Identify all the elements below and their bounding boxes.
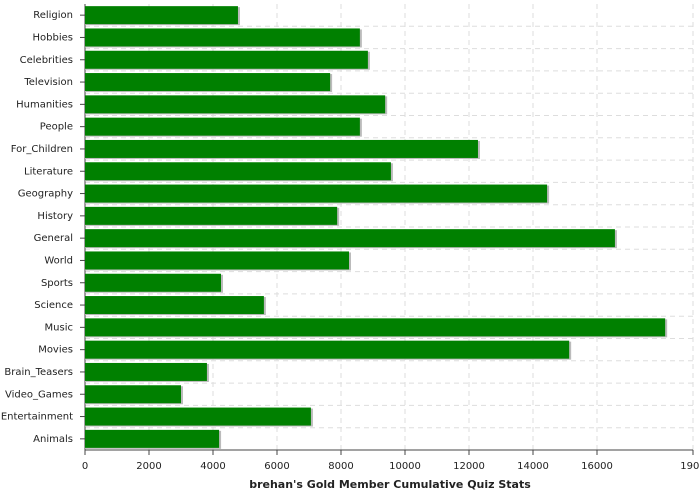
- bar: [85, 139, 478, 158]
- y-tick-label: People: [40, 122, 73, 133]
- y-tick-label: Sports: [41, 278, 73, 289]
- y-tick-label: History: [37, 211, 73, 222]
- bar: [85, 362, 207, 381]
- y-tick-label: Animals: [33, 434, 73, 445]
- bar: [85, 206, 338, 225]
- bar: [85, 296, 264, 315]
- bar: [85, 340, 570, 359]
- y-tick-label: Literature: [24, 166, 73, 177]
- x-tick-label: 6000: [264, 461, 289, 472]
- bar: [85, 429, 220, 448]
- y-tick-label: General: [34, 233, 73, 244]
- y-tick-label: Brain_Teasers: [4, 367, 73, 378]
- y-tick-label: Humanities: [16, 99, 73, 110]
- bar: [85, 95, 386, 114]
- bar: [85, 407, 311, 426]
- bar: [85, 6, 238, 25]
- y-tick-label: Movies: [38, 345, 73, 356]
- bar: [85, 162, 391, 181]
- y-tick-label: Celebrities: [20, 55, 73, 66]
- x-tick-label: 16000: [581, 461, 613, 472]
- bar: [85, 229, 615, 248]
- bar: [85, 318, 666, 337]
- bar: [85, 385, 181, 404]
- x-tick-label: 4000: [200, 461, 225, 472]
- x-tick-label: 8000: [328, 461, 353, 472]
- y-tick-label: Music: [45, 322, 73, 333]
- y-tick-label: Science: [34, 300, 73, 311]
- x-tick-label: 12000: [453, 461, 485, 472]
- x-tick-label: 10000: [389, 461, 421, 472]
- y-tick-label: Video_Games: [5, 389, 73, 400]
- bar: [85, 184, 548, 203]
- bar: [85, 273, 221, 292]
- bar: [85, 73, 331, 92]
- x-tick-label: 0: [82, 461, 88, 472]
- bar: [85, 50, 368, 69]
- y-tick-label: Hobbies: [33, 32, 73, 43]
- y-tick-label: World: [44, 255, 73, 266]
- y-tick-label: Television: [23, 77, 73, 88]
- x-tick-label: 14000: [517, 461, 549, 472]
- bar: [85, 117, 360, 136]
- y-tick-label: Geography: [18, 189, 73, 200]
- y-tick-label: Religion: [33, 10, 73, 21]
- bar: [85, 28, 360, 47]
- x-tick-label: 2000: [136, 461, 161, 472]
- x-tick-label: 1900: [680, 461, 700, 472]
- bar: [85, 251, 349, 270]
- y-tick-label: Entertainment: [1, 412, 73, 423]
- x-axis-label: brehan's Gold Member Cumulative Quiz Sta…: [249, 478, 531, 491]
- y-tick-label: For_Children: [11, 144, 73, 155]
